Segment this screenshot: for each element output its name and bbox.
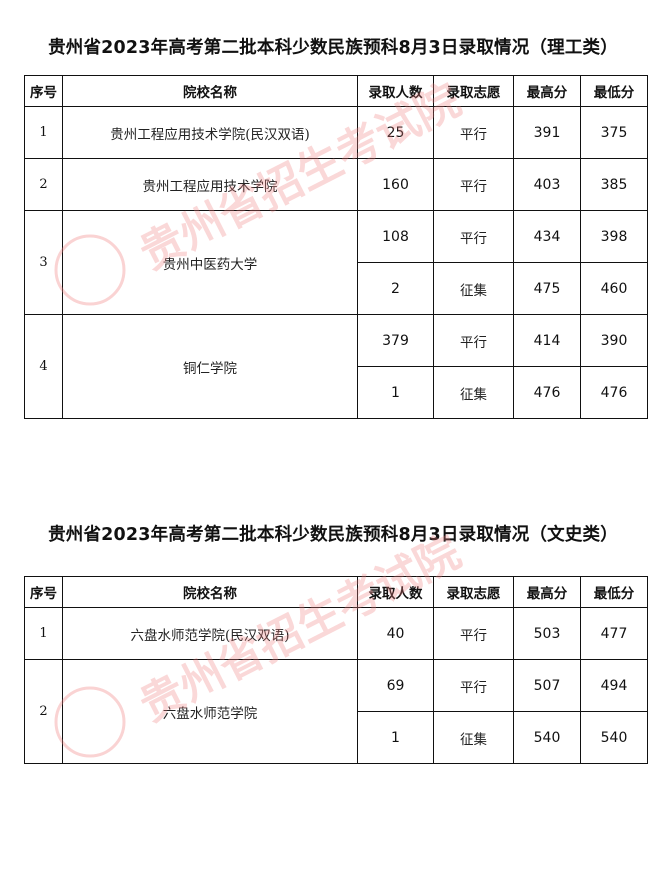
max-score: 475 xyxy=(513,262,581,315)
admitted-count: 1 xyxy=(357,366,434,419)
max-score: 540 xyxy=(513,711,581,764)
column-header: 院校名称 xyxy=(62,75,358,107)
column-header: 录取志愿 xyxy=(433,576,514,608)
min-score: 477 xyxy=(580,607,648,660)
column-header: 录取人数 xyxy=(357,576,434,608)
row-number: 1 xyxy=(24,106,63,159)
table-row: 4 铜仁学院 379 平行 414 390 xyxy=(24,314,648,419)
max-score: 507 xyxy=(513,659,581,712)
school-name: 贵州工程应用技术学院 xyxy=(62,158,358,211)
row-number: 3 xyxy=(24,210,63,315)
admitted-count: 69 xyxy=(357,659,434,712)
table-row: 2 六盘水师范学院 69 平行 507 494 xyxy=(24,659,648,764)
section2-title: 贵州省2023年高考第二批本科少数民族预科8月3日录取情况（文史类） xyxy=(48,525,618,545)
column-header: 序号 xyxy=(24,576,63,608)
row-number: 4 xyxy=(24,314,63,419)
admission-type: 平行 xyxy=(433,314,514,367)
school-name: 铜仁学院 xyxy=(62,314,358,419)
column-header: 最低分 xyxy=(580,75,648,107)
min-score: 375 xyxy=(580,106,648,159)
section1-title: 贵州省2023年高考第二批本科少数民族预科8月3日录取情况（理工类） xyxy=(48,38,618,58)
column-header: 录取志愿 xyxy=(433,75,514,107)
column-header: 序号 xyxy=(24,75,63,107)
table-header-row: 序号 院校名称 录取人数 录取志愿 最高分 最低分 xyxy=(24,75,648,107)
max-score: 391 xyxy=(513,106,581,159)
school-name: 六盘水师范学院 xyxy=(62,659,358,764)
table-row: 1 贵州工程应用技术学院(民汉双语) 25 平行 391 375 xyxy=(24,106,648,159)
row-number: 2 xyxy=(24,158,63,211)
admission-type: 平行 xyxy=(433,210,514,263)
admission-type: 平行 xyxy=(433,158,514,211)
table-row: 3 贵州中医药大学 108 平行 434 398 xyxy=(24,210,648,315)
column-header: 最高分 xyxy=(513,576,581,608)
max-score: 476 xyxy=(513,366,581,419)
admission-type: 征集 xyxy=(433,366,514,419)
min-score: 476 xyxy=(580,366,648,419)
min-score: 460 xyxy=(580,262,648,315)
column-header: 最低分 xyxy=(580,576,648,608)
table-header-row: 序号 院校名称 录取人数 录取志愿 最高分 最低分 xyxy=(24,576,648,608)
table-row: 1 征集 476 476 xyxy=(25,366,648,419)
max-score: 503 xyxy=(513,607,581,660)
min-score: 385 xyxy=(580,158,648,211)
admitted-count: 379 xyxy=(357,314,434,367)
arts-admission-table: 序号 院校名称 录取人数 录取志愿 最高分 最低分 1 六盘水师范学院(民汉双语) 40 平行 50… xyxy=(24,576,648,764)
column-header: 院校名称 xyxy=(62,576,358,608)
column-header: 录取人数 xyxy=(357,75,434,107)
admitted-count: 40 xyxy=(357,607,434,660)
max-score: 414 xyxy=(513,314,581,367)
admitted-count: 160 xyxy=(357,158,434,211)
table-row: 2 贵州工程应用技术学院 160 平行 403 385 xyxy=(24,158,648,211)
school-name: 六盘水师范学院(民汉双语) xyxy=(62,607,358,660)
column-header: 最高分 xyxy=(513,75,581,107)
admitted-count: 25 xyxy=(357,106,434,159)
school-name: 贵州中医药大学 xyxy=(62,210,358,315)
admitted-count: 2 xyxy=(357,262,434,315)
admission-type: 征集 xyxy=(433,711,514,764)
min-score: 390 xyxy=(580,314,648,367)
min-score: 540 xyxy=(580,711,648,764)
admitted-count: 1 xyxy=(357,711,434,764)
table-row: 1 六盘水师范学院(民汉双语) 40 平行 503 477 xyxy=(24,607,648,660)
admission-type: 平行 xyxy=(433,106,514,159)
min-score: 398 xyxy=(580,210,648,263)
admission-type: 平行 xyxy=(433,659,514,712)
table-row: 1 征集 540 540 xyxy=(25,711,648,764)
max-score: 434 xyxy=(513,210,581,263)
row-number: 2 xyxy=(24,659,63,764)
science-admission-table: 序号 院校名称 录取人数 录取志愿 最高分 最低分 1 贵州工程应用技术学院(民汉双语) 25 平… xyxy=(24,75,648,419)
admitted-count: 108 xyxy=(357,210,434,263)
admission-type: 征集 xyxy=(433,262,514,315)
max-score: 403 xyxy=(513,158,581,211)
school-name: 贵州工程应用技术学院(民汉双语) xyxy=(62,106,358,159)
admission-type: 平行 xyxy=(433,607,514,660)
min-score: 494 xyxy=(580,659,648,712)
table-row: 2 征集 475 460 xyxy=(25,262,648,315)
row-number: 1 xyxy=(24,607,63,660)
